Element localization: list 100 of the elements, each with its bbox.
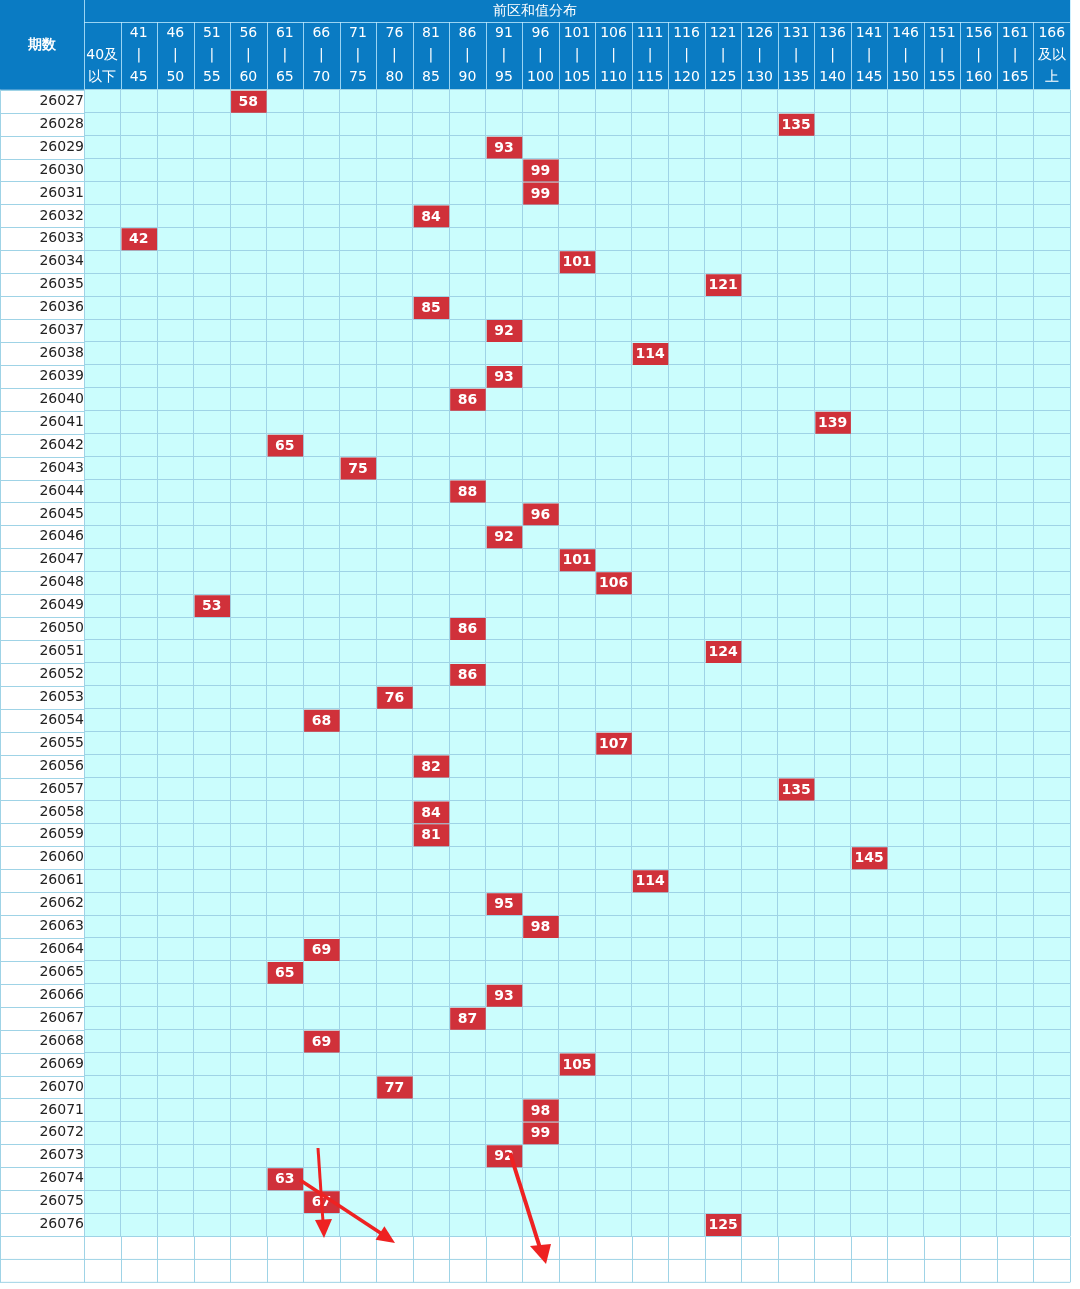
data-label: 75 [348,459,368,476]
data-label: 88 [457,482,478,499]
data-label: 98 [530,1101,551,1118]
y-tick-label: 26037 [39,321,85,338]
x-tick-label: 81 | 85 [422,24,440,84]
data-label: 105 [562,1055,592,1072]
data-label: 69 [311,941,332,958]
y-tick-label: 26033 [39,229,85,246]
y-tick-label: 26062 [39,894,85,911]
y-tick-label: 26036 [39,298,85,315]
data-label: 42 [129,230,149,247]
data-label: 82 [421,757,441,774]
y-tick-label: 26039 [39,366,85,383]
data-label: 53 [202,597,222,614]
y-tick-label: 26044 [39,481,85,498]
y-tick-label: 26038 [39,344,85,361]
x-tick-label: 46 | 50 [166,24,185,84]
y-tick-label: 26069 [39,1054,85,1071]
data-label: 69 [311,1032,332,1049]
data-label: 107 [598,734,629,751]
x-tick-label: 116 | 120 [673,24,700,84]
y-tick-label: 26054 [39,710,85,727]
y-tick-label: 26031 [39,183,85,200]
y-tick-label: 26048 [39,573,85,590]
y-tick-label: 26051 [39,642,85,659]
y-tick-label: 26060 [39,848,85,865]
data-label: 76 [384,688,405,705]
x-tick-label: 126 | 130 [746,24,774,84]
data-label: 95 [494,895,514,912]
x-tick-label: 141 | 145 [855,24,883,84]
y-tick-label: 26040 [39,389,85,406]
y-tick-label: 26057 [39,779,85,796]
x-tick-label: 111 | 115 [636,24,664,84]
y-tick-label: 26071 [39,1100,85,1117]
data-label: 65 [275,964,295,981]
data-label: 125 [708,1216,738,1233]
data-label: 68 [311,711,332,728]
y-tick-label: 26052 [39,665,85,681]
data-label: 93 [494,367,514,384]
y-tick-label: 26067 [39,1008,85,1025]
data-label: 77 [384,1078,405,1095]
x-tick-label: 71 | 75 [348,24,367,84]
data-label: 145 [854,849,884,866]
data-label: 101 [562,551,592,568]
x-tick-label: 101 | 105 [563,24,591,84]
x-tick-label: 161 | 165 [1001,24,1029,84]
x-tick-label: 91 | 95 [495,24,513,84]
y-tick-label: 26065 [39,963,85,980]
x-tick-label: 146 | 150 [892,24,920,84]
y-tick-label: 26042 [39,435,85,452]
data-label: 93 [494,138,514,155]
y-tick-label: 26074 [39,1169,85,1186]
data-label: 106 [598,574,629,591]
data-label: 63 [275,1170,295,1187]
y-tick-label: 26068 [39,1031,85,1048]
data-label: 87 [457,1009,478,1026]
data-label: 65 [275,436,295,453]
y-tick-label: 26045 [39,504,85,521]
data-label: 92 [494,528,514,545]
y-tick-label: 26046 [39,527,85,544]
x-tick-label: 106 | 110 [600,24,627,84]
x-tick-label: 96 | 100 [527,24,554,84]
x-tick-label: 121 | 125 [709,24,737,84]
y-tick-label: 26028 [39,114,85,131]
y-tick-label: 26075 [39,1192,85,1209]
y-tick-label: 26063 [39,917,85,934]
y-tick-label: 26059 [39,825,85,842]
data-label: 101 [562,253,592,270]
x-tick-label: 151 | 155 [928,24,956,84]
x-tick-label: 66 | 70 [312,24,331,84]
data-label: 86 [457,666,478,682]
y-tick-label: 26027 [39,91,85,108]
data-label: 84 [421,803,441,820]
x-tick-label: 61 | 65 [275,24,294,84]
y-tick-label: 26070 [39,1077,85,1094]
data-label: 139 [818,413,848,430]
x-tick-label: 51 | 55 [202,24,221,84]
y-axis-title: 期数 [27,35,57,52]
data-label: 84 [421,207,441,224]
data-label: 99 [530,184,551,201]
y-tick-label: 26055 [39,733,85,750]
y-tick-label: 26034 [39,252,85,269]
data-label: 114 [635,345,665,362]
data-label: 114 [635,872,665,889]
y-tick-label: 26030 [39,160,85,177]
y-tick-label: 26049 [39,596,85,613]
y-tick-label: 26029 [39,137,85,154]
data-label: 86 [457,620,478,637]
data-label: 99 [530,1124,551,1141]
x-tick-label: 56 | 60 [239,24,258,84]
data-label: 92 [494,322,514,339]
x-tick-label: 41 | 45 [129,24,148,84]
data-label: 58 [238,92,259,109]
y-tick-label: 26072 [39,1123,85,1140]
x-tick-label: 76 | 80 [385,24,404,84]
y-tick-label: 26053 [39,687,85,704]
x-tick-label: 156 | 160 [965,24,993,84]
data-label: 121 [708,276,738,293]
y-tick-label: 26061 [39,871,85,888]
y-tick-label: 26076 [39,1215,85,1232]
